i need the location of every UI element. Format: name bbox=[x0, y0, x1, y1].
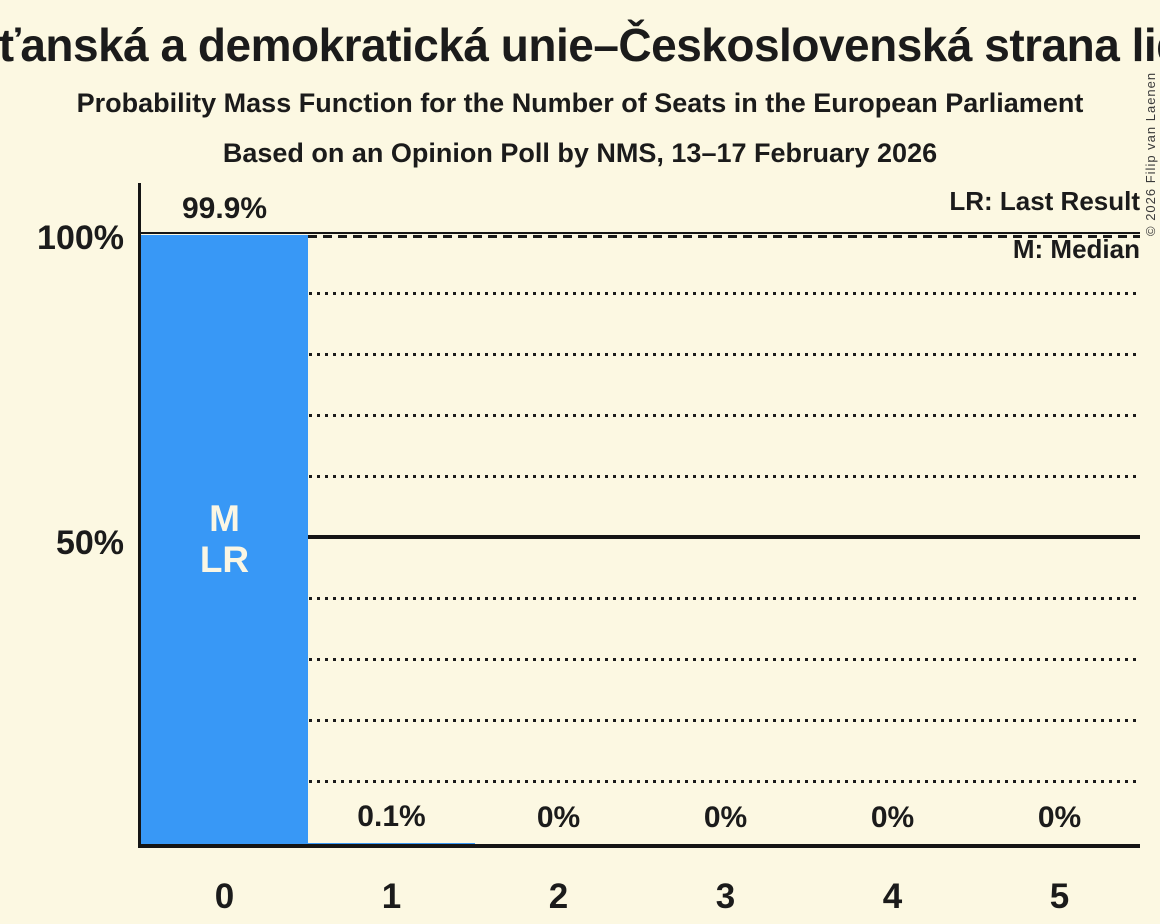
bar-seats-1 bbox=[308, 843, 475, 844]
bar-value-label: 0% bbox=[703, 801, 748, 834]
legend-median: M: Median bbox=[1012, 234, 1140, 264]
gridline-10pct bbox=[141, 780, 1140, 783]
legend-last-result: LR: Last Result bbox=[949, 186, 1140, 216]
bar-value-label: 0% bbox=[870, 801, 915, 834]
y-axis-tick-label: 50% bbox=[55, 524, 124, 562]
gridline-40pct bbox=[141, 597, 1140, 600]
x-axis-tick-label: 0 bbox=[214, 877, 235, 916]
x-axis-tick-label: 3 bbox=[715, 877, 736, 916]
x-axis-tick-label: 1 bbox=[381, 877, 402, 916]
bar-seats-0 bbox=[141, 234, 308, 844]
bar-value-label: 0% bbox=[536, 801, 581, 834]
gridline-30pct bbox=[141, 658, 1140, 661]
gridline-80pct bbox=[141, 353, 1140, 356]
bar-value-label: 0.1% bbox=[357, 800, 426, 834]
copyright-text: © 2026 Filip van Laenen bbox=[1143, 71, 1158, 236]
chart-source-line: Based on an Opinion Poll by NMS, 13–17 F… bbox=[222, 138, 938, 168]
bar-annotation-line: LR bbox=[199, 539, 250, 580]
bar-value-label: 99.9% bbox=[181, 191, 268, 225]
x-axis-tick-label: 2 bbox=[548, 877, 569, 916]
dashed-level-line bbox=[308, 234, 1140, 238]
bar-annotation-line: M bbox=[209, 498, 240, 539]
bar-value-label: 0% bbox=[1037, 801, 1082, 834]
chart-subtitle: Probability Mass Function for the Number… bbox=[76, 88, 1084, 118]
gridline-60pct bbox=[141, 475, 1140, 478]
gridline-50pct bbox=[141, 535, 1140, 539]
bar-annotation: M LR bbox=[141, 498, 308, 580]
x-axis-tick-label: 5 bbox=[1049, 877, 1070, 916]
gridline-20pct bbox=[141, 719, 1140, 722]
y-axis-tick-label: 100% bbox=[37, 219, 124, 257]
chart-title: Křesťanská a demokratická unie–Českoslov… bbox=[0, 19, 1160, 71]
gridline-70pct bbox=[141, 414, 1140, 417]
plot-area: 99.9% 0.1% 0% 0% 0% 0% M LR 0 1 2 3 4 5 bbox=[138, 183, 1140, 916]
gridline-100pct bbox=[141, 232, 1140, 234]
gridline-90pct bbox=[141, 292, 1140, 295]
x-axis-tick-label: 4 bbox=[882, 877, 903, 916]
